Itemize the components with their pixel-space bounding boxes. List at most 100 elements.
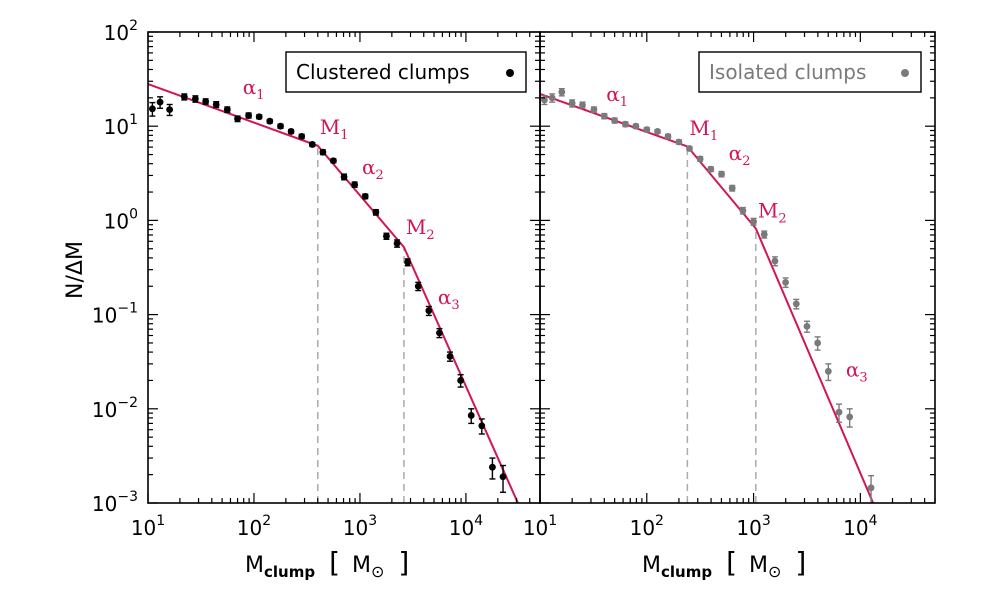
data-point <box>803 320 811 333</box>
data-point <box>654 128 661 135</box>
annotation-symbol: M <box>689 116 709 140</box>
marker <box>351 181 359 188</box>
marker <box>760 231 768 238</box>
x-tick-label: 102 <box>630 513 664 540</box>
marker <box>579 101 586 109</box>
annotation-symbol: α <box>438 285 452 309</box>
fit-annotation: α3 <box>438 285 460 313</box>
legend-marker <box>506 69 514 77</box>
broken-power-law-fit <box>540 92 875 503</box>
x-title-sun-symbol: ⊙ <box>768 562 781 581</box>
y-tick-label: 101 <box>104 112 138 139</box>
fit-annotation: α2 <box>362 155 384 183</box>
marker <box>558 88 566 96</box>
annotation-subscript: 2 <box>375 168 383 183</box>
data-point <box>330 157 337 165</box>
x-title-sub: clump <box>661 563 712 581</box>
marker <box>718 170 725 178</box>
data-point <box>696 155 704 163</box>
data-point <box>728 184 736 192</box>
y-tick-label: 10−2 <box>92 395 138 422</box>
x-tick-label: 101 <box>131 513 165 540</box>
data-point <box>245 112 253 119</box>
marker <box>361 192 369 200</box>
data-point <box>600 112 608 120</box>
marker <box>499 473 507 481</box>
annotation-symbol: α <box>729 141 743 165</box>
marker <box>404 258 412 266</box>
data-point <box>277 122 284 130</box>
marker <box>393 239 401 247</box>
x-axis-title-left: Mclump[M⊙] <box>245 546 409 581</box>
annotation-symbol: α <box>606 82 620 106</box>
data-point <box>223 106 231 114</box>
data-point <box>457 374 465 388</box>
x-tick-label: 101 <box>523 513 557 540</box>
data-point <box>621 120 629 128</box>
data-point <box>446 351 454 362</box>
x-tick-label: 102 <box>237 513 271 540</box>
data-point <box>867 474 875 503</box>
data-point <box>202 98 210 105</box>
annotation-subscript: 1 <box>340 128 348 143</box>
svg-text:Mclump[M⊙]: Mclump[M⊙] <box>642 546 806 581</box>
legend: Clustered clumps <box>285 51 527 93</box>
marker <box>212 101 220 108</box>
fit-annotation: M1 <box>689 116 718 144</box>
marker <box>686 145 693 152</box>
annotation-symbol: α <box>243 75 257 99</box>
marker <box>330 157 337 165</box>
y-tick-label: 100 <box>104 206 138 233</box>
x-title-bracket-close: ] <box>398 546 409 579</box>
marker <box>436 329 443 337</box>
annotation-subscript: 2 <box>426 228 434 243</box>
data-point <box>590 106 598 114</box>
data-point <box>148 101 156 117</box>
marker <box>600 112 608 120</box>
marker <box>632 122 640 130</box>
annotation-subscript: 3 <box>451 298 459 313</box>
legend-label: Clustered clumps <box>296 60 470 84</box>
marker <box>234 115 241 123</box>
marker <box>245 112 253 119</box>
data-point <box>425 305 433 317</box>
data-point <box>792 298 800 310</box>
marker <box>867 484 875 492</box>
data-point <box>166 103 174 117</box>
marker <box>372 208 380 216</box>
data-point <box>835 403 843 423</box>
marker <box>277 122 284 130</box>
data-point <box>361 192 369 200</box>
data-point <box>191 95 199 103</box>
axes-frame <box>539 31 936 504</box>
data-point <box>760 230 768 239</box>
x-title-main: M <box>245 553 264 578</box>
annotation-symbol: M <box>758 199 778 223</box>
data-point <box>298 132 306 140</box>
marker <box>414 282 422 290</box>
annotation-subscript: 2 <box>742 154 750 169</box>
data-point <box>739 206 747 215</box>
fit-annotation: α3 <box>846 358 868 386</box>
marker <box>803 322 811 330</box>
marker <box>654 128 661 135</box>
y-tick-label: 102 <box>104 18 138 45</box>
data-point <box>750 217 757 226</box>
x-title-unit: M <box>352 553 371 578</box>
data-point <box>234 115 241 123</box>
fit-annotation: M2 <box>406 215 435 243</box>
marker <box>568 99 576 107</box>
data-point <box>846 408 854 428</box>
data-point <box>499 464 507 493</box>
marker <box>457 377 465 384</box>
data-point <box>771 256 779 267</box>
data-point <box>287 128 295 135</box>
marker <box>223 106 231 114</box>
marker <box>675 138 683 146</box>
fit-annotation: α1 <box>243 75 265 103</box>
marker <box>446 352 454 360</box>
marker <box>191 95 199 103</box>
data-point <box>489 457 496 480</box>
data-point <box>664 132 672 140</box>
